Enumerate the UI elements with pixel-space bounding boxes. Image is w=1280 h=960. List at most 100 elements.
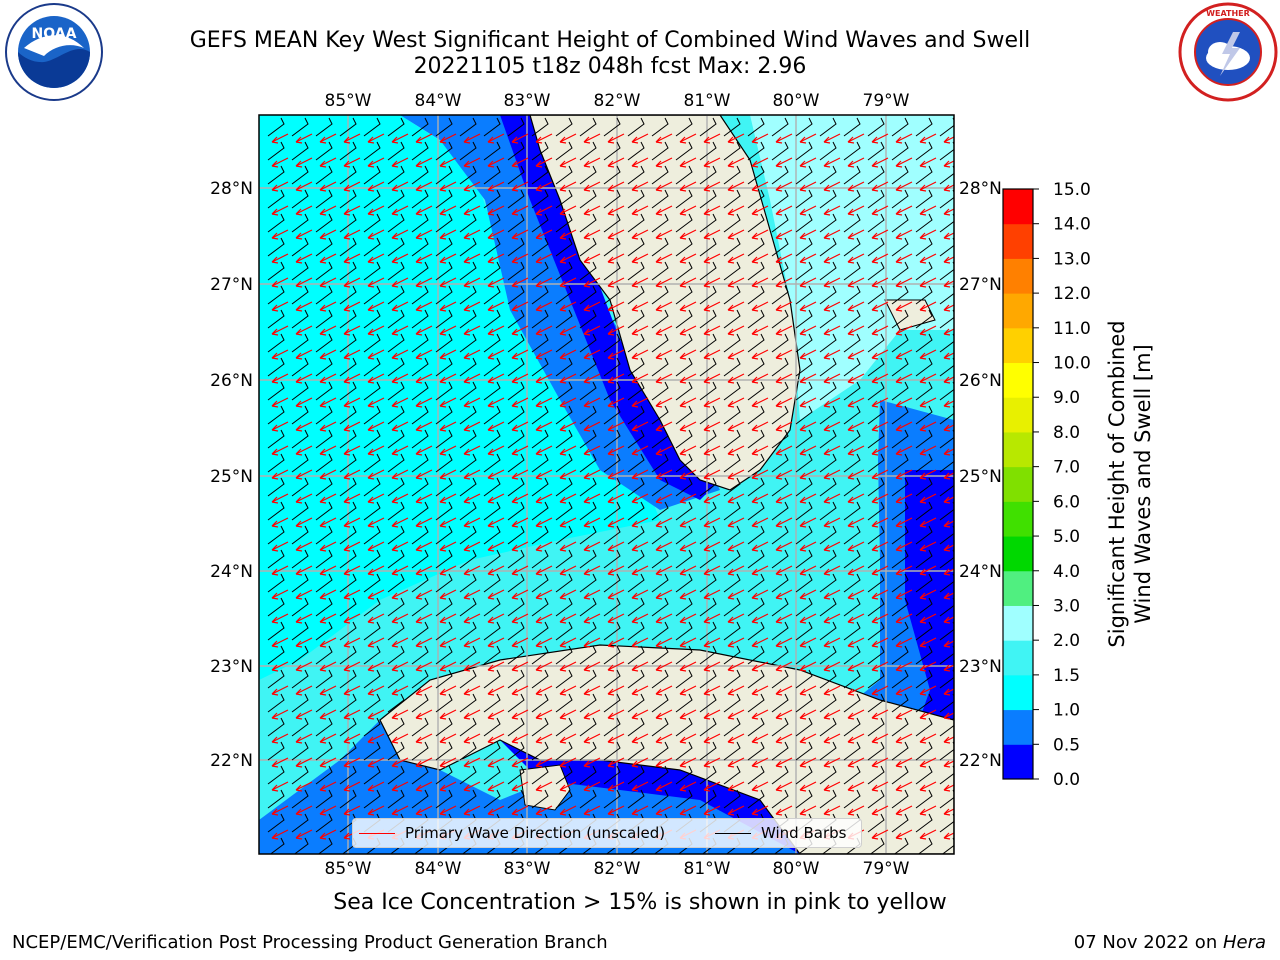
wind-barb — [603, 405, 621, 425]
wave-direction-arrow — [871, 469, 889, 480]
wind-barb — [363, 117, 381, 137]
wave-direction-arrow — [631, 589, 649, 600]
wind-barb — [603, 717, 621, 737]
wind-barb — [819, 621, 837, 641]
wave-direction-arrow — [367, 229, 385, 240]
wave-direction-arrow — [559, 421, 577, 432]
wave-direction-arrow — [439, 661, 457, 672]
wave-direction-arrow — [511, 445, 529, 456]
wind-barb — [435, 357, 453, 377]
wind-barb — [699, 165, 717, 185]
wind-barb — [339, 333, 357, 353]
wind-barb — [483, 645, 501, 665]
wave-direction-arrow — [871, 205, 889, 216]
wave-direction-arrow — [871, 661, 889, 672]
wind-barb — [579, 453, 597, 473]
wind-barb — [459, 333, 477, 353]
wind-barb — [269, 837, 285, 854]
wind-barb — [867, 741, 885, 761]
wind-barb — [699, 405, 717, 425]
wind-barb — [699, 189, 717, 209]
wind-barb — [291, 669, 309, 689]
wind-barb — [843, 333, 861, 353]
wave-direction-arrow — [871, 421, 889, 432]
colorbar-segment — [1003, 466, 1033, 502]
wave-direction-arrow — [679, 325, 697, 336]
wind-barb — [627, 645, 645, 665]
wind-barb — [435, 501, 453, 521]
wave-direction-arrow — [943, 376, 954, 384]
wind-barb — [891, 669, 909, 689]
wave-direction-arrow — [271, 325, 289, 336]
wind-barb — [507, 549, 525, 569]
wave-direction-arrow — [775, 733, 793, 744]
wave-direction-arrow — [895, 805, 913, 816]
wind-barb — [435, 429, 453, 449]
wave-direction-arrow — [607, 469, 625, 480]
map-legend: Primary Wave Direction (unscaled) Wind B… — [352, 818, 862, 848]
wind-barb — [819, 453, 837, 473]
wave-direction-arrow — [583, 589, 601, 600]
wave-direction-arrow — [295, 157, 313, 168]
wave-direction-arrow — [511, 733, 529, 744]
wave-direction-arrow — [631, 469, 649, 480]
wind-barb — [771, 477, 789, 497]
wind-barb — [699, 141, 717, 161]
wave-direction-arrow — [391, 661, 409, 672]
wind-barb — [339, 789, 357, 809]
wind-barb — [291, 789, 309, 809]
wind-barb — [723, 261, 741, 281]
lon-label-bottom: 81°W — [684, 859, 731, 879]
wind-barb — [267, 573, 285, 593]
wave-direction-arrow — [415, 301, 433, 312]
wind-barb — [387, 429, 405, 449]
wind-barb — [675, 717, 693, 737]
wind-barb — [939, 405, 954, 425]
wave-direction-arrow — [703, 157, 721, 168]
wave-direction-arrow — [703, 589, 721, 600]
wind-barb — [723, 501, 741, 521]
wind-barb — [387, 741, 405, 761]
wind-barb — [531, 573, 549, 593]
wind-barb — [867, 717, 885, 737]
wave-direction-arrow — [655, 613, 673, 624]
colorbar-segment — [1003, 431, 1033, 468]
wave-direction-arrow — [295, 205, 313, 216]
wind-barb — [435, 453, 453, 473]
wind-barb — [315, 621, 333, 641]
wind-barb — [699, 333, 717, 353]
wave-direction-arrow — [367, 325, 385, 336]
wind-barb — [315, 165, 333, 185]
wave-direction-arrow — [319, 565, 337, 576]
wave-direction-arrow — [367, 133, 385, 144]
wind-barb — [267, 645, 285, 665]
wind-barb — [771, 165, 789, 185]
wind-barb — [747, 693, 765, 713]
wave-direction-arrow — [727, 781, 745, 792]
wind-barb — [747, 117, 765, 137]
wave-direction-arrow — [895, 493, 913, 504]
wind-barb — [843, 357, 861, 377]
wind-barb — [819, 693, 837, 713]
wind-barb — [339, 213, 357, 233]
wind-barb — [843, 645, 861, 665]
wind-barb — [867, 381, 885, 401]
wave-direction-arrow — [583, 493, 601, 504]
wind-barb — [317, 837, 333, 854]
wave-direction-arrow — [583, 661, 601, 672]
wind-barb — [771, 213, 789, 233]
wave-direction-arrow — [439, 733, 457, 744]
wave-direction-arrow — [391, 805, 409, 816]
wind-barb — [843, 213, 861, 233]
wind-barb — [531, 597, 549, 617]
wave-direction-arrow — [847, 709, 865, 720]
wave-direction-arrow — [295, 133, 313, 144]
wind-barb — [675, 381, 693, 401]
wind-barb — [723, 693, 741, 713]
wave-direction-arrow — [943, 280, 954, 288]
wave-direction-arrow — [535, 205, 553, 216]
wind-barb — [819, 357, 837, 377]
lon-label-top: 82°W — [594, 91, 641, 111]
colorbar-tick-label: 1.5 — [1053, 666, 1080, 686]
wave-direction-arrow — [775, 253, 793, 264]
